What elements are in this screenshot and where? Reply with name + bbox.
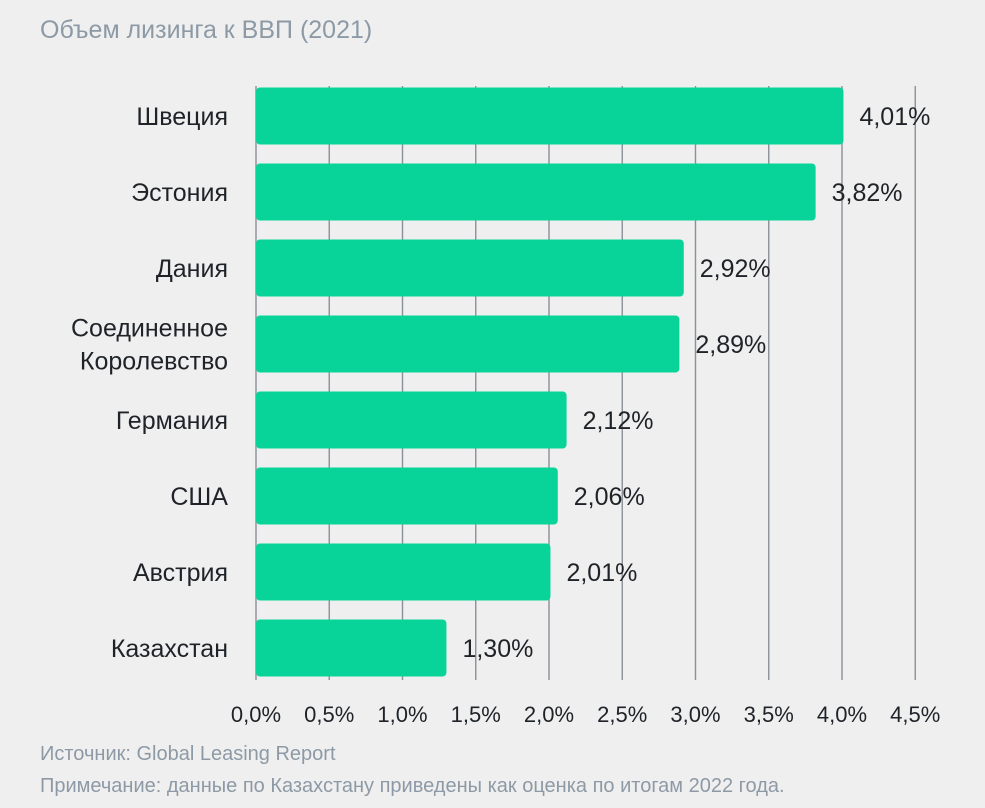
bar <box>256 163 816 221</box>
value-label: 2,12% <box>583 407 654 435</box>
x-tick-label: 1,5% <box>451 702 501 727</box>
chart-footer: Источник: Global Leasing Report Примечан… <box>40 738 785 802</box>
category-label: Эстония <box>131 179 228 207</box>
value-label: 2,92% <box>700 255 771 283</box>
bar <box>256 543 551 601</box>
x-tick-label: 0,5% <box>304 702 354 727</box>
value-label: 1,30% <box>462 635 533 663</box>
category-label: Дания <box>156 255 228 283</box>
x-tick-label: 1,0% <box>377 702 427 727</box>
labels: 0,0% 0,5% 1,0% 1,5% 2,0% 2,5% 3,0% 3,5% 4,0% 4,5%… <box>71 103 940 727</box>
category-label: США <box>170 483 228 511</box>
bar <box>256 239 684 297</box>
chart-title: Объем лизинга к ВВП (2021) <box>40 16 373 44</box>
bar-chart: 0,0% 0,5% 1,0% 1,5% 2,0% 2,5% 3,0% 3,5% 4,0% 4,5%… <box>71 86 940 727</box>
x-tick-label: 3,0% <box>670 702 720 727</box>
category-label: Германия <box>116 407 228 435</box>
bar <box>256 87 844 145</box>
value-label: 2,01% <box>566 559 637 587</box>
category-label: Казахстан <box>111 635 228 663</box>
bar <box>256 315 680 373</box>
remark-note: Примечание: данные по Казахстану приведе… <box>40 775 785 797</box>
category-label: Королевство <box>80 348 228 376</box>
x-tick-label: 4,5% <box>890 702 940 727</box>
category-label: Швеция <box>136 103 228 131</box>
category-label: Соединенное <box>71 315 228 343</box>
bar <box>256 619 447 677</box>
x-tick-label: 2,0% <box>524 702 574 727</box>
x-tick-label: 0,0% <box>231 702 281 727</box>
source-note: Источник: Global Leasing Report <box>40 743 336 765</box>
value-label: 2,89% <box>695 331 766 359</box>
bars <box>256 87 844 677</box>
value-label: 4,01% <box>859 103 930 131</box>
bar <box>256 391 567 449</box>
x-tick-label: 3,5% <box>744 702 794 727</box>
x-tick-label: 4,0% <box>817 702 867 727</box>
value-label: 2,06% <box>574 483 645 511</box>
category-label: Австрия <box>133 559 228 587</box>
value-label: 3,82% <box>832 179 903 207</box>
x-tick-label: 2,5% <box>597 702 647 727</box>
bar <box>256 467 558 525</box>
